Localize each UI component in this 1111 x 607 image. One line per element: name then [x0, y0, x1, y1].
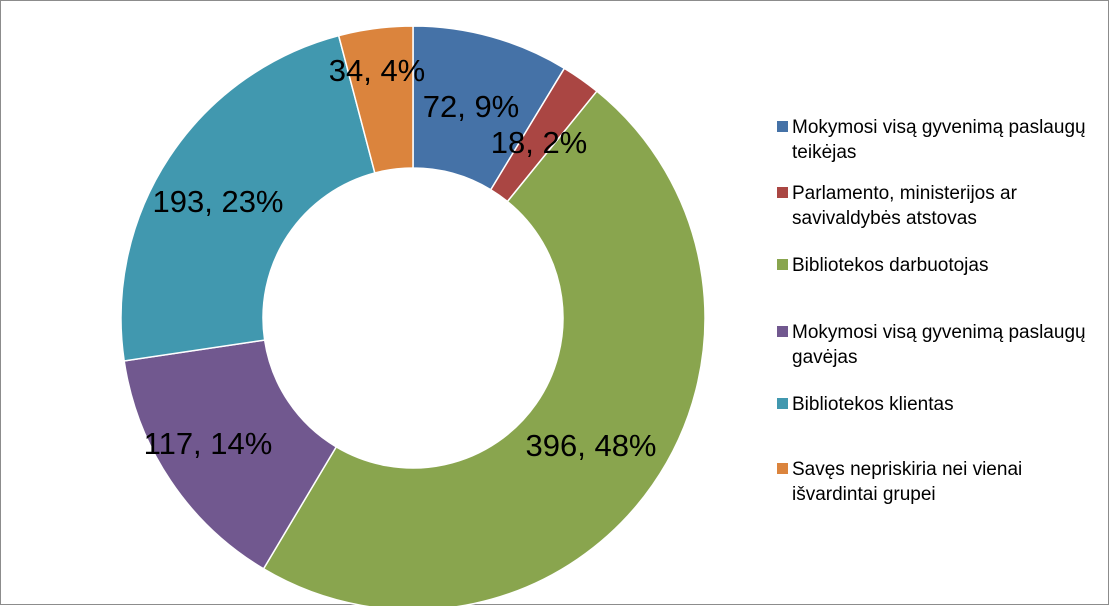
legend-swatch	[777, 121, 788, 132]
legend-item: Bibliotekos klientas	[777, 392, 1102, 417]
slice-data-label: 34, 4%	[329, 53, 426, 88]
legend-swatch	[777, 259, 788, 270]
legend-label: Mokymosi visą gyvenimą paslaugų teikėjas	[792, 117, 1086, 163]
legend-item: Mokymosi visą gyvenimą paslaugų teikėjas	[777, 115, 1102, 165]
legend-item: Mokymosi visą gyvenimą paslaugų gavėjas	[777, 320, 1102, 370]
donut-slice	[262, 90, 706, 606]
legend-label: Savęs nepriskiria nei vienai išvardintai…	[792, 459, 1023, 505]
legend-label: Parlamento, ministerijos ar savivaldybės…	[792, 183, 1017, 229]
legend-item: Bibliotekos darbuotojas	[777, 253, 1102, 278]
legend-swatch	[777, 187, 788, 198]
legend-item: Savęs nepriskiria nei vienai išvardintai…	[777, 457, 1102, 507]
donut-slice	[120, 34, 376, 362]
legend-label: Bibliotekos klientas	[792, 394, 954, 415]
slice-data-label: 117, 14%	[144, 426, 273, 461]
legend-label: Bibliotekos darbuotojas	[792, 255, 989, 276]
slice-data-label: 193, 23%	[153, 184, 284, 219]
slice-data-label: 396, 48%	[526, 428, 657, 463]
slice-data-label: 18, 2%	[491, 125, 588, 160]
legend-swatch	[777, 398, 788, 409]
legend-item: Parlamento, ministerijos ar savivaldybės…	[777, 181, 1102, 231]
donut-slice	[123, 339, 338, 570]
slice-data-label: 72, 9%	[423, 89, 520, 124]
legend-swatch	[777, 463, 788, 474]
legend-swatch	[777, 326, 788, 337]
legend-label: Mokymosi visą gyvenimą paslaugų gavėjas	[792, 322, 1086, 368]
donut-slice	[337, 25, 414, 174]
